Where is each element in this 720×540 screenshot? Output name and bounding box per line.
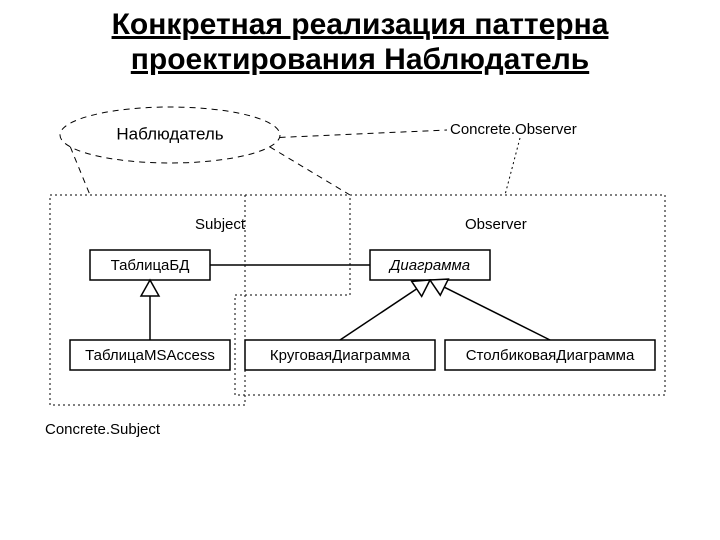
role-label-observer: Observer <box>465 216 527 233</box>
role-label-subject: Subject <box>195 216 246 233</box>
observer-pattern-diagram: Наблюдатель Subject Observer Concrete.Obser… <box>35 100 685 460</box>
svg-text:Диаграмма: Диаграмма <box>388 257 470 274</box>
svg-text:КруговаяДиаграмма: КруговаяДиаграмма <box>270 347 411 364</box>
svg-text:ТаблицаБД: ТаблицаБД <box>111 257 190 274</box>
svg-text:СтолбиковаяДиаграмма: СтолбиковаяДиаграмма <box>466 347 635 364</box>
title-line1: Конкретная реализация паттерна <box>112 8 609 41</box>
role-label-concrete_observer: Concrete.Observer <box>450 121 577 138</box>
svg-text:Наблюдатель: Наблюдатель <box>116 124 223 143</box>
svg-text:ТаблицаMSAccess: ТаблицаMSAccess <box>85 347 215 364</box>
title-line2: проектирования Наблюдатель <box>131 43 589 76</box>
slide-title: Конкретная реализация паттерна проектиро… <box>0 8 720 77</box>
role-label-concrete_subject: Concrete.Subject <box>45 421 161 438</box>
